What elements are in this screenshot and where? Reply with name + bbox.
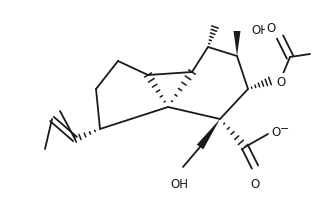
Text: O: O [267, 22, 276, 35]
Text: OH: OH [251, 23, 269, 36]
Text: O: O [276, 75, 285, 88]
Polygon shape [234, 32, 240, 57]
Text: O: O [271, 126, 280, 139]
Text: O: O [250, 177, 260, 190]
Polygon shape [197, 119, 220, 150]
Text: OH: OH [170, 177, 188, 190]
Text: −: − [280, 123, 289, 133]
